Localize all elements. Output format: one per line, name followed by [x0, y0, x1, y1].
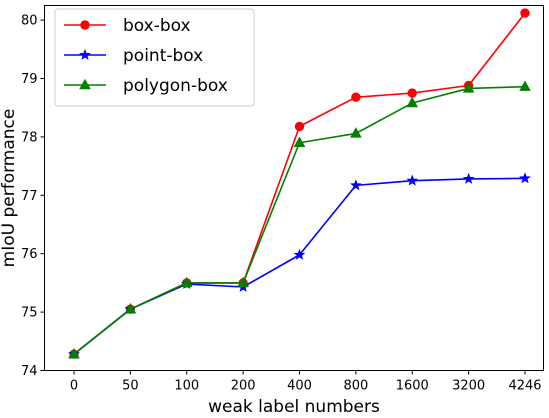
- data-point: [293, 136, 306, 147]
- data-point: [406, 174, 419, 186]
- data-point: [519, 80, 531, 91]
- x-tick-label: 100: [174, 379, 199, 394]
- y-tick-label: 77: [21, 189, 38, 204]
- data-point: [124, 302, 137, 314]
- series-layer: [68, 8, 531, 360]
- series-line: [73, 177, 526, 355]
- x-tick-label: 4246: [508, 379, 541, 394]
- y-tick-label: 79: [21, 72, 38, 87]
- data-point: [180, 276, 193, 288]
- data-point: [68, 347, 80, 359]
- data-point: [407, 88, 417, 98]
- x-tick-label: 200: [231, 379, 256, 394]
- y-tick-label: 74: [21, 364, 38, 379]
- data-point: [351, 92, 361, 102]
- legend-marker: [80, 20, 90, 30]
- legend: box-box point-box polygon-box: [54, 8, 255, 107]
- x-axis-ticks: 0 50 100 200 400 800 1600 3200 4246: [70, 370, 542, 394]
- data-point: [462, 82, 475, 93]
- legend-box: [54, 8, 255, 107]
- data-point: [520, 8, 530, 18]
- data-point: [293, 248, 306, 260]
- x-tick-label: 0: [70, 379, 78, 394]
- series-polygon-box: [68, 80, 531, 359]
- data-point: [350, 127, 362, 138]
- data-point: [519, 172, 531, 184]
- y-tick-label: 75: [21, 306, 38, 321]
- x-axis-label: weak label numbers: [208, 397, 380, 417]
- y-axis-ticks: 74 75 76 77 78 79 80: [21, 14, 45, 379]
- plot-frame: [44, 5, 544, 371]
- legend-marker: [79, 78, 91, 90]
- x-tick-label: 800: [343, 379, 368, 394]
- y-tick-label: 80: [21, 14, 38, 29]
- x-tick-label: 400: [287, 379, 312, 394]
- data-point: [406, 96, 419, 108]
- y-axis-label: mIoU performance: [0, 109, 19, 268]
- y-tick-label: 76: [21, 247, 38, 262]
- series-point-box: [68, 172, 531, 360]
- x-tick-label: 3200: [452, 379, 485, 394]
- data-point: [350, 179, 362, 191]
- x-tick-label: 50: [122, 379, 139, 394]
- y-tick-label: 78: [21, 130, 38, 145]
- legend-marker: [79, 48, 91, 60]
- data-point: [237, 276, 249, 288]
- data-point: [294, 121, 305, 132]
- legend-label: point-box: [123, 46, 203, 66]
- legend-label: box-box: [123, 16, 191, 36]
- x-tick-label: 1600: [396, 379, 429, 394]
- data-point: [462, 172, 475, 184]
- legend-label: polygon-box: [123, 76, 228, 96]
